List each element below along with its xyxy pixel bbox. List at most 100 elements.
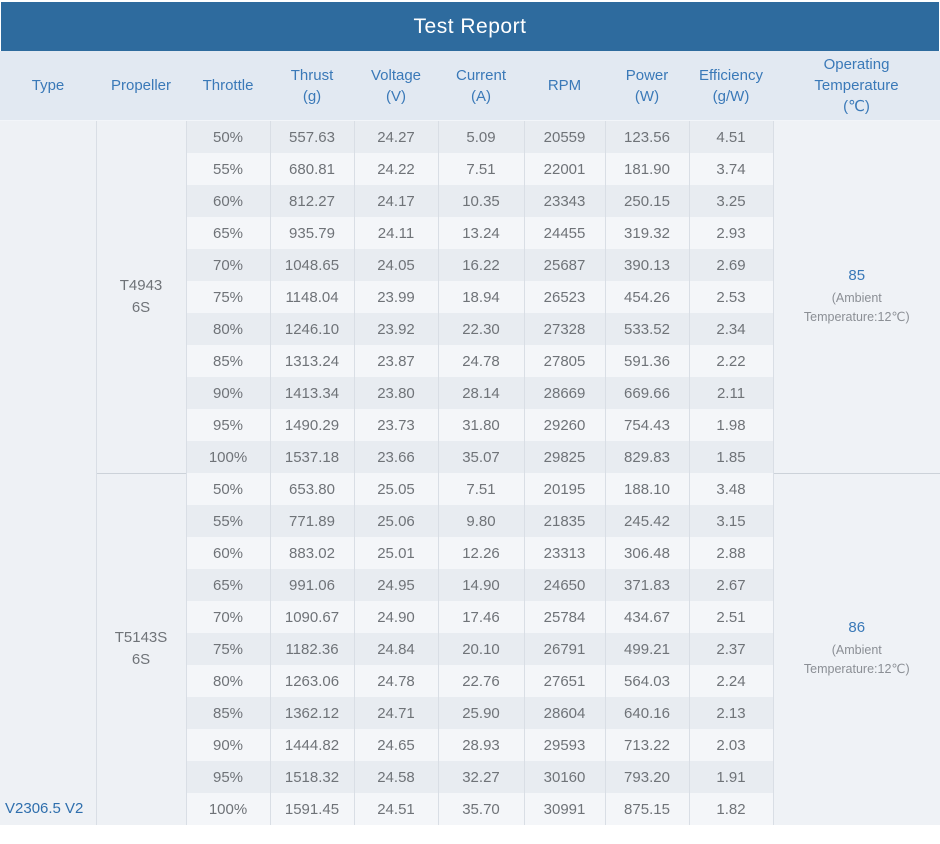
table-row: 85% 1362.12 24.71 25.90 28604 640.16 2.13 (0, 697, 940, 729)
table-row: 75% 1148.04 23.99 18.94 26523 454.26 2.53 (0, 281, 940, 313)
cell-efficiency: 2.34 (688, 313, 773, 345)
cell-efficiency: 2.88 (688, 537, 773, 569)
temperature-value: 86 (848, 619, 866, 637)
table-row: 80% 1263.06 24.78 22.76 27651 564.03 2.24 (0, 665, 940, 697)
cell-throttle: 65% (185, 217, 270, 249)
column-header-line: (g) (302, 87, 322, 105)
column-header-line: (g/W) (712, 87, 750, 105)
cell-throttle: 80% (185, 665, 270, 697)
cell-efficiency: 1.82 (688, 793, 773, 825)
column-header-efficiency: Efficiency (g/W) (689, 51, 773, 121)
propeller-cell: T4943 6S (95, 120, 186, 473)
cell-current: 12.26 (437, 537, 524, 569)
cell-rpm: 25687 (523, 249, 605, 281)
cell-voltage: 23.80 (353, 377, 438, 409)
cell-efficiency: 3.15 (688, 505, 773, 537)
column-header-line: Power (625, 66, 669, 84)
cell-rpm: 24650 (523, 569, 605, 601)
cell-throttle: 90% (185, 729, 270, 761)
cell-current: 35.70 (437, 793, 524, 825)
cell-current: 7.51 (437, 153, 524, 185)
cell-thrust: 883.02 (269, 537, 354, 569)
cell-throttle: 50% (185, 120, 270, 153)
cell-efficiency: 2.69 (688, 249, 773, 281)
cell-efficiency: 2.53 (688, 281, 773, 313)
cell-throttle: 55% (185, 505, 270, 537)
table-row: 65% 935.79 24.11 13.24 24455 319.32 2.93 (0, 217, 940, 249)
cell-voltage: 24.95 (353, 569, 438, 601)
column-header-line: (A) (471, 87, 491, 105)
cell-current: 35.07 (437, 441, 524, 473)
cell-power: 754.43 (604, 409, 689, 441)
table-row: V2306.5 V2 T4943 6S 50% 557.63 24.27 5.09 20559… (0, 120, 940, 825)
cell-efficiency: 2.51 (688, 601, 773, 633)
propeller-cell: T5143S 6S (95, 472, 186, 825)
cell-voltage: 24.71 (353, 697, 438, 729)
cell-voltage: 24.58 (353, 761, 438, 793)
column-header-line: Thrust (290, 66, 334, 84)
cell-current: 24.78 (437, 345, 524, 377)
column-header-line: Voltage (370, 66, 422, 84)
cell-efficiency: 1.98 (688, 409, 773, 441)
table-row: 60% 812.27 24.17 10.35 23343 250.15 3.25 (0, 185, 940, 217)
cell-throttle: 90% (185, 377, 270, 409)
cell-rpm: 23343 (523, 185, 605, 217)
cell-power: 250.15 (604, 185, 689, 217)
cell-current: 10.35 (437, 185, 524, 217)
cell-power: 181.90 (604, 153, 689, 185)
cell-current: 5.09 (437, 120, 524, 153)
cell-voltage: 23.99 (353, 281, 438, 313)
cell-thrust: 653.80 (269, 473, 354, 505)
cell-rpm: 26791 (523, 633, 605, 665)
temperature-value: 85 (848, 266, 866, 284)
table-row: 70% 1048.65 24.05 16.22 25687 390.13 2.69 (0, 249, 940, 281)
cell-voltage: 24.78 (353, 665, 438, 697)
version-label: V2306.5 V2 (5, 800, 84, 817)
cell-rpm: 27651 (523, 665, 605, 697)
cell-thrust: 557.63 (269, 120, 354, 153)
cell-thrust: 1537.18 (269, 441, 354, 473)
cell-voltage: 23.66 (353, 441, 438, 473)
cell-power: 713.22 (604, 729, 689, 761)
cell-current: 14.90 (437, 569, 524, 601)
cell-throttle: 75% (185, 281, 270, 313)
cell-throttle: 70% (185, 601, 270, 633)
header-row: Type Propeller Throttle Thrust (g) Voltage (V)… (0, 51, 940, 121)
table-row: 100% 1591.45 24.51 35.70 30991 875.15 1.82 (0, 793, 940, 825)
cell-current: 16.22 (437, 249, 524, 281)
cell-current: 9.80 (437, 505, 524, 537)
cell-thrust: 1591.45 (269, 793, 354, 825)
cell-rpm: 24455 (523, 217, 605, 249)
cell-throttle: 95% (185, 409, 270, 441)
cell-efficiency: 1.85 (688, 441, 773, 473)
cell-thrust: 991.06 (269, 569, 354, 601)
cell-current: 25.90 (437, 697, 524, 729)
table-row: 85% 1313.24 23.87 24.78 27805 591.36 2.22 (0, 345, 940, 377)
cell-current: 20.10 (437, 633, 524, 665)
cell-power: 319.32 (604, 217, 689, 249)
cell-thrust: 812.27 (269, 185, 354, 217)
column-header-line: Efficiency (699, 66, 763, 84)
cell-rpm: 28669 (523, 377, 605, 409)
cell-voltage: 24.22 (353, 153, 438, 185)
column-header-line: (℃) (843, 98, 870, 115)
cell-thrust: 935.79 (269, 217, 354, 249)
cell-voltage: 24.51 (353, 793, 438, 825)
cell-power: 875.15 (604, 793, 689, 825)
cell-throttle: 75% (185, 633, 270, 665)
cell-voltage: 23.87 (353, 345, 438, 377)
cell-thrust: 1313.24 (269, 345, 354, 377)
cell-rpm: 20559 (523, 120, 605, 153)
cell-rpm: 30991 (523, 793, 605, 825)
operating-temperature-cell: 85 (Ambient Temperature:12℃) (772, 120, 940, 473)
cell-power: 591.36 (604, 345, 689, 377)
cell-efficiency: 2.13 (688, 697, 773, 729)
column-header-line: Propeller (110, 77, 172, 94)
cell-rpm: 29825 (523, 441, 605, 473)
cell-voltage: 25.05 (353, 473, 438, 505)
cell-thrust: 771.89 (269, 505, 354, 537)
cell-efficiency: 2.03 (688, 729, 773, 761)
column-header-line: Throttle (202, 77, 254, 94)
cell-voltage: 23.73 (353, 409, 438, 441)
cell-power: 669.66 (604, 377, 689, 409)
